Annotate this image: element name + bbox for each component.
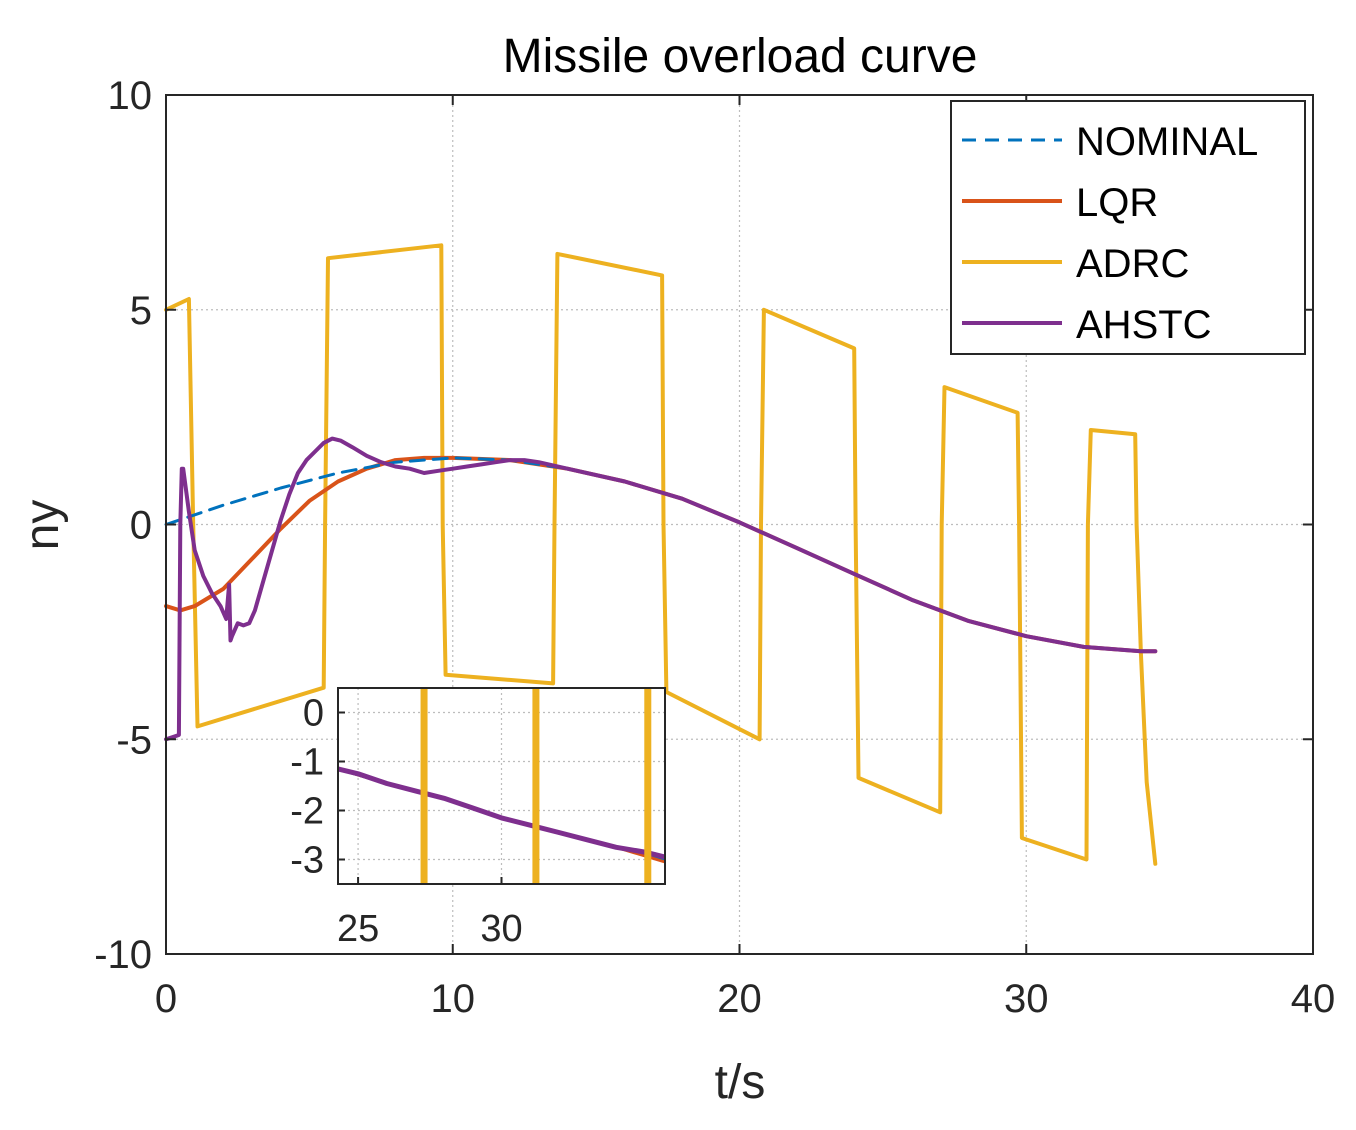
- inset-series-group: [337, 688, 666, 884]
- x-axis-label: t/s: [715, 1056, 766, 1109]
- legend-label: LQR: [1076, 181, 1158, 225]
- y-tick-label: 5: [130, 289, 152, 333]
- inset-y-tick-label: 0: [303, 693, 324, 735]
- y-tick-label: -5: [116, 718, 152, 762]
- inset-y-tick-label: -1: [290, 742, 324, 784]
- legend-item-adrc: ADRC: [962, 242, 1189, 286]
- series-line-ahstc: [164, 436, 1158, 742]
- legend-item-ahstc: AHSTC: [962, 303, 1212, 347]
- legend-item-nominal: NOMINAL: [962, 120, 1258, 164]
- inset-x-ticks: 25 30: [337, 877, 523, 950]
- inset-y-tick-label: -3: [290, 840, 324, 882]
- legend-label: ADRC: [1076, 242, 1189, 286]
- y-tick-label: 10: [108, 74, 153, 118]
- legend: NOMINAL LQR ADRC AHSTC: [950, 100, 1306, 355]
- main-x-ticks: 0 10 20 30 40: [155, 95, 1335, 1021]
- legend-item-lqr: LQR: [962, 181, 1158, 225]
- x-tick-label: 20: [717, 977, 762, 1021]
- y-tick-label: 0: [130, 504, 152, 548]
- legend-box: [950, 100, 1306, 355]
- x-tick-label: 40: [1291, 977, 1336, 1021]
- legend-label: AHSTC: [1076, 303, 1212, 347]
- y-axis-label: ny: [16, 500, 69, 551]
- inset-x-tick-label: 30: [480, 908, 522, 950]
- y-tick-label: -10: [94, 933, 152, 977]
- x-tick-label: 0: [155, 977, 177, 1021]
- inset-series-line-ahstc: [337, 766, 666, 860]
- inset-y-tick-label: -2: [290, 791, 324, 833]
- inset-x-tick-label: 25: [337, 908, 379, 950]
- legend-label: NOMINAL: [1076, 120, 1258, 164]
- chart-title: Missile overload curve: [503, 30, 978, 83]
- x-tick-label: 30: [1004, 977, 1049, 1021]
- inset-axes: 25 30 0 -1 -2 -3: [290, 687, 666, 950]
- series-line-adrc: [164, 243, 1158, 866]
- inset-y-ticks: 0 -1 -2 -3: [290, 693, 345, 882]
- main-series-group: [164, 243, 1158, 866]
- x-tick-label: 10: [431, 977, 476, 1021]
